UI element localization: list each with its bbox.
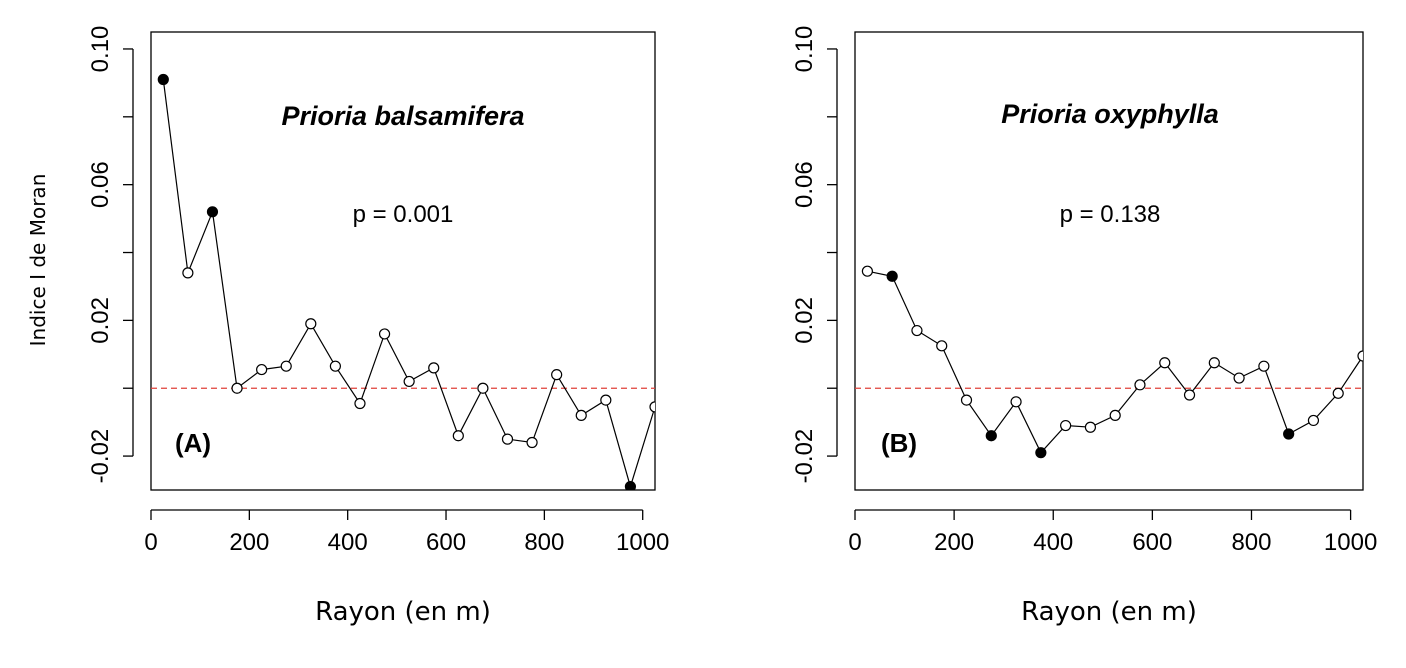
panel-b-data-point-4 <box>960 394 973 406</box>
panel-b-data-point-6 <box>1010 396 1022 408</box>
panel-b-y-tick-label-6: 0.10 <box>791 26 818 73</box>
panel-b-x-tick-label-0: 0 <box>848 529 861 556</box>
panel-b-x-tick-label-2: 400 <box>1033 529 1073 556</box>
panel-b-data-point-3 <box>936 340 948 352</box>
panel-a-plot-frame <box>150 31 656 491</box>
panel-a-p-value: p = 0.001 <box>353 201 454 228</box>
panel-b-data-point-10 <box>1109 409 1121 421</box>
panel-a-data-point-12 <box>452 430 464 442</box>
panel-a-species-title: Prioria balsamifera <box>281 101 524 131</box>
panel-a-data-point-18 <box>600 394 612 406</box>
panel-a-x-tick-label-3: 600 <box>426 529 466 556</box>
panel-b-species-title: Prioria oxyphylla <box>1001 99 1219 129</box>
panel-a-panel-label: (A) <box>175 428 211 458</box>
panel-a-y-tick-label-6: 0.10 <box>87 26 114 73</box>
panel-b-data-point-12 <box>1159 357 1171 369</box>
panel-b-data-point-9 <box>1084 421 1097 433</box>
panel-b-x-axis-title: Rayon (en m) <box>1021 597 1197 627</box>
panel-b-data-point-19 <box>1332 387 1344 399</box>
panel-a-data-point-13 <box>477 382 489 394</box>
panel-b-data-point-2 <box>911 324 923 337</box>
panel-a-data-point-15 <box>526 436 538 449</box>
panel-a-y-tick-label-4: 0.06 <box>87 161 114 208</box>
panel-b-data-point-11 <box>1134 379 1146 391</box>
panel-b-data-point-20 <box>1357 350 1363 362</box>
panel-a: 0 200 400 600 800 1000 -0.02 0.02 0.06 0.10 Rayon … <box>26 26 669 627</box>
panel-a-data-point-2 <box>206 206 219 218</box>
panel-a-data-point-11 <box>428 362 440 374</box>
panel-a-x-tick-label-1: 200 <box>229 529 269 556</box>
panel-a-x-tick-label-4: 800 <box>524 529 564 556</box>
panel-b-y-tick-label-2: 0.02 <box>791 297 818 344</box>
panel-a-data-point-3 <box>231 382 243 394</box>
panel-a-series-line <box>162 79 655 489</box>
panel-a-data-point-14 <box>501 433 514 445</box>
panel-a-data-point-0 <box>157 73 169 86</box>
panel-b-panel-label: (B) <box>881 428 917 458</box>
panel-a-x-tick-label-2: 400 <box>328 529 368 556</box>
panel-b-data-point-13 <box>1183 389 1196 401</box>
panel-b-series-line <box>867 270 1363 454</box>
panel-a-data-point-5 <box>280 360 292 372</box>
panel-b-data-point-18 <box>1307 414 1320 427</box>
panel-a-x-tick-label-0: 0 <box>144 529 157 556</box>
panel-b-x-tick-label-1: 200 <box>934 529 974 556</box>
panel-a-y-tick-label-2: 0.02 <box>87 297 114 344</box>
panel-b-data-point-17 <box>1283 428 1295 440</box>
panel-a-data-point-1 <box>182 267 194 279</box>
panel-b-y-tick-label-0: -0.02 <box>791 429 818 484</box>
panel-a-data-point-7 <box>329 360 341 372</box>
panel-b-data-point-7 <box>1035 447 1047 459</box>
panel-a-data-point-6 <box>305 318 317 330</box>
panel-b-data-point-16 <box>1258 360 1270 372</box>
panel-b-data-point-15 <box>1233 372 1245 384</box>
panel-b-data-point-0 <box>861 265 873 277</box>
panel-a-data-point-20 <box>649 401 655 413</box>
panel-b-data-point-5 <box>985 430 997 442</box>
panel-a-x-axis-title: Rayon (en m) <box>315 597 491 627</box>
panel-a-data-point-19 <box>624 481 637 490</box>
panel-b-x-tick-label-3: 600 <box>1132 529 1172 556</box>
panel-a-data-point-10 <box>403 375 415 388</box>
panel-b-data-point-8 <box>1060 419 1072 432</box>
panel-a-data-point-16 <box>551 369 563 381</box>
panel-b-data-point-1 <box>886 270 898 282</box>
panel-b-x-tick-label-5: 1000 <box>1324 529 1377 556</box>
panel-b-p-value: p = 0.138 <box>1060 201 1161 228</box>
panel-b-y-tick-label-4: 0.06 <box>791 161 818 208</box>
panel-b-plot-frame <box>854 31 1364 491</box>
panel-a-y-axis-title: Indice I de Moran <box>26 174 50 347</box>
panel-a-data-point-17 <box>575 409 587 421</box>
panel-a-y-tick-label-0: -0.02 <box>87 429 114 484</box>
panel-a-data-point-4 <box>256 363 268 376</box>
panel-b-data-point-14 <box>1208 357 1220 369</box>
panel-a-x-tick-label-5: 1000 <box>616 529 669 556</box>
panel-a-data-point-8 <box>354 397 366 410</box>
panel-a-data-point-9 <box>378 328 391 340</box>
panel-b: 0 200 400 600 800 1000 -0.02 0.02 0.06 0.10 Rayon … <box>791 26 1377 627</box>
panel-b-x-tick-label-4: 800 <box>1231 529 1271 556</box>
